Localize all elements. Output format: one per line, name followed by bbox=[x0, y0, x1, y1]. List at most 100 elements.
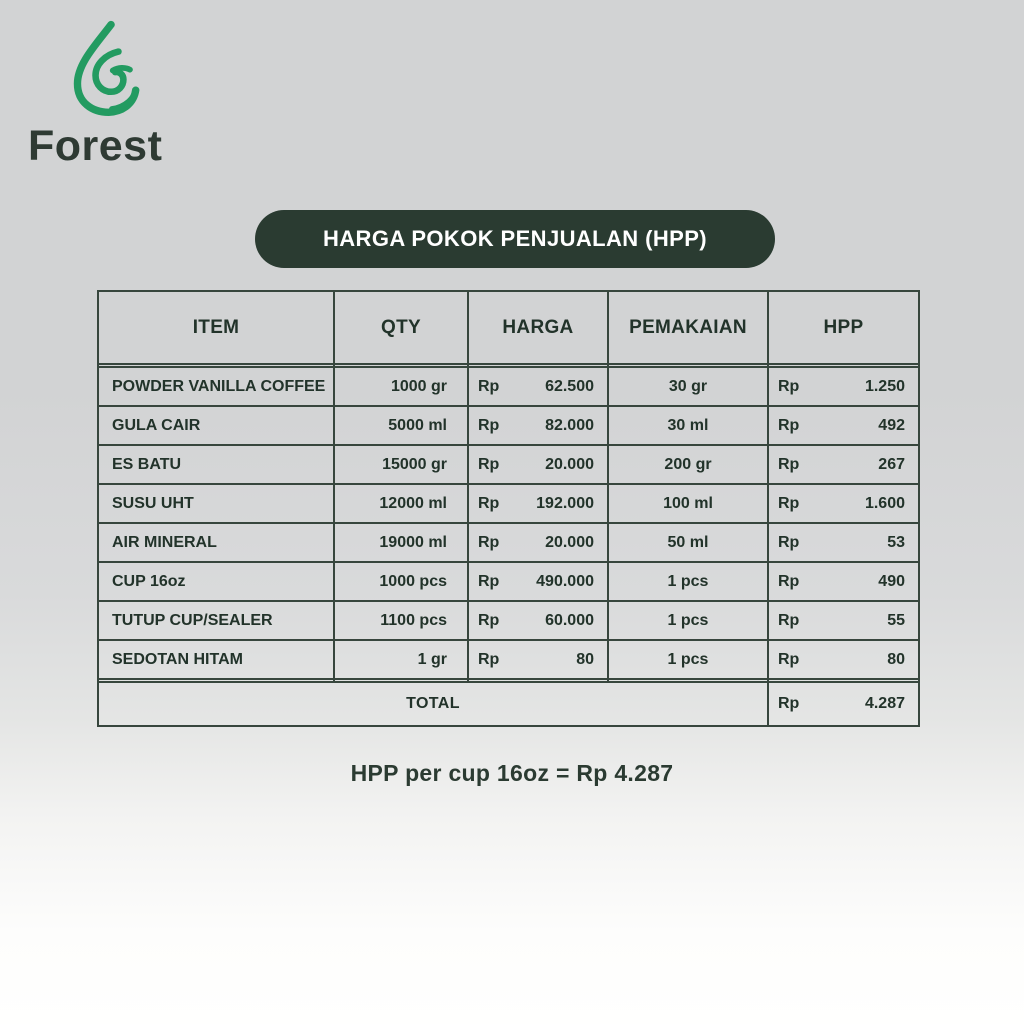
currency-label: Rp bbox=[778, 611, 800, 629]
total-row: TOTAL Rp 4.287 bbox=[97, 681, 920, 727]
item-cell: CUP 16oz bbox=[97, 561, 335, 602]
brand-name: Forest bbox=[28, 122, 163, 170]
row-gap bbox=[333, 364, 469, 367]
hpp-per-cup-note: HPP per cup 16oz = Rp 4.287 bbox=[350, 760, 674, 786]
qty-cell: 1 gr bbox=[333, 639, 469, 680]
col-header-item: ITEM bbox=[97, 290, 335, 365]
hpp-table: ITEM QTY HARGA PEMAKAIAN HPP POWDER VANI… bbox=[97, 290, 920, 727]
hpp-cell: Rp 1.250 bbox=[767, 366, 920, 407]
harga-cell: Rp 490.000 bbox=[467, 561, 609, 602]
title-banner: HARGA POKOK PENJUALAN (HPP) bbox=[255, 210, 775, 268]
pemakaian-cell: 30 gr bbox=[607, 366, 769, 407]
row-gap bbox=[97, 364, 335, 367]
harga-cell: Rp 80 bbox=[467, 639, 609, 680]
currency-label: Rp bbox=[778, 650, 800, 668]
harga-value: 62.500 bbox=[545, 377, 594, 395]
item-cell: SUSU UHT bbox=[97, 483, 335, 524]
table-row: CUP 16oz 1000 pcs Rp 490.000 1 pcs Rp 490 bbox=[97, 561, 920, 602]
pemakaian-cell: 1 pcs bbox=[607, 561, 769, 602]
hpp-value: 492 bbox=[878, 416, 905, 434]
harga-cell: Rp 60.000 bbox=[467, 600, 609, 641]
harga-cell: Rp 20.000 bbox=[467, 444, 609, 485]
table-row: POWDER VANILLA COFFEE 1000 gr Rp 62.500 3… bbox=[97, 366, 920, 407]
item-cell: ES BATU bbox=[97, 444, 335, 485]
currency-label: Rp bbox=[478, 650, 500, 668]
harga-cell: Rp 20.000 bbox=[467, 522, 609, 563]
row-gap bbox=[767, 679, 920, 682]
hpp-value: 53 bbox=[887, 533, 905, 551]
hpp-cell: Rp 80 bbox=[767, 639, 920, 680]
currency-label: Rp bbox=[478, 494, 500, 512]
pemakaian-cell: 50 ml bbox=[607, 522, 769, 563]
table-row: AIR MINERAL 19000 ml Rp 20.000 50 ml Rp 53 bbox=[97, 522, 920, 563]
table-row: SUSU UHT 12000 ml Rp 192.000 100 ml Rp 1.6… bbox=[97, 483, 920, 524]
page-title: HARGA POKOK PENJUALAN (HPP) bbox=[322, 226, 707, 251]
table-row: SEDOTAN HITAM 1 gr Rp 80 1 pcs Rp 80 bbox=[97, 639, 920, 680]
item-cell: POWDER VANILLA COFFEE bbox=[97, 366, 335, 407]
total-label: TOTAL bbox=[97, 681, 769, 727]
hpp-value: 80 bbox=[887, 650, 905, 668]
harga-value: 60.000 bbox=[545, 611, 594, 629]
hpp-value: 267 bbox=[878, 455, 905, 473]
hpp-cell: Rp 492 bbox=[767, 405, 920, 446]
currency-label: Rp bbox=[478, 416, 500, 434]
total-hpp-cell: Rp 4.287 bbox=[767, 681, 920, 727]
row-gap bbox=[607, 679, 769, 682]
hpp-cell: Rp 53 bbox=[767, 522, 920, 563]
table-row: TUTUP CUP/SEALER 1100 pcs Rp 60.000 1 pcs… bbox=[97, 600, 920, 641]
currency-label: Rp bbox=[478, 455, 500, 473]
qty-cell: 19000 ml bbox=[333, 522, 469, 563]
col-header-hpp: HPP bbox=[767, 290, 920, 365]
hpp-value: 55 bbox=[887, 611, 905, 629]
currency-label: Rp bbox=[478, 377, 500, 395]
hpp-value: 490 bbox=[878, 572, 905, 590]
total-value: 4.287 bbox=[864, 695, 905, 712]
item-cell: TUTUP CUP/SEALER bbox=[97, 600, 335, 641]
pemakaian-cell: 100 ml bbox=[607, 483, 769, 524]
hpp-cell: Rp 267 bbox=[767, 444, 920, 485]
qty-cell: 5000 ml bbox=[333, 405, 469, 446]
hpp-cell: Rp 490 bbox=[767, 561, 920, 602]
row-gap bbox=[333, 679, 469, 682]
harga-cell: Rp 192.000 bbox=[467, 483, 609, 524]
harga-value: 80 bbox=[576, 650, 594, 668]
currency-label: Rp bbox=[778, 695, 800, 712]
harga-value: 20.000 bbox=[545, 455, 594, 473]
col-header-pemakaian: PEMAKAIAN bbox=[607, 290, 769, 365]
qty-cell: 15000 gr bbox=[333, 444, 469, 485]
harga-value: 490.000 bbox=[536, 572, 594, 590]
col-header-qty: QTY bbox=[333, 290, 469, 365]
row-gap bbox=[467, 364, 609, 367]
currency-label: Rp bbox=[778, 494, 800, 512]
harga-value: 192.000 bbox=[536, 494, 594, 512]
harga-cell: Rp 82.000 bbox=[467, 405, 609, 446]
row-gap bbox=[767, 364, 920, 367]
item-cell: GULA CAIR bbox=[97, 405, 335, 446]
currency-label: Rp bbox=[778, 572, 800, 590]
fern-leaf-logo-icon bbox=[73, 20, 140, 116]
row-gap bbox=[467, 679, 609, 682]
pemakaian-cell: 200 gr bbox=[607, 444, 769, 485]
item-cell: SEDOTAN HITAM bbox=[97, 639, 335, 680]
harga-cell: Rp 62.500 bbox=[467, 366, 609, 407]
qty-cell: 1000 pcs bbox=[333, 561, 469, 602]
table-row: ES BATU 15000 gr Rp 20.000 200 gr Rp 267 bbox=[97, 444, 920, 485]
currency-label: Rp bbox=[778, 377, 800, 395]
currency-label: Rp bbox=[778, 416, 800, 434]
brand-logo: Forest bbox=[28, 16, 238, 171]
currency-label: Rp bbox=[478, 611, 500, 629]
currency-label: Rp bbox=[478, 572, 500, 590]
harga-value: 20.000 bbox=[545, 533, 594, 551]
harga-value: 82.000 bbox=[545, 416, 594, 434]
table-row: GULA CAIR 5000 ml Rp 82.000 30 ml Rp 492 bbox=[97, 405, 920, 446]
qty-cell: 1000 gr bbox=[333, 366, 469, 407]
qty-cell: 1100 pcs bbox=[333, 600, 469, 641]
currency-label: Rp bbox=[778, 533, 800, 551]
total-gap-row bbox=[97, 679, 920, 682]
hpp-cell: Rp 55 bbox=[767, 600, 920, 641]
hpp-value: 1.250 bbox=[864, 377, 905, 395]
row-gap bbox=[97, 679, 335, 682]
pemakaian-cell: 1 pcs bbox=[607, 639, 769, 680]
row-gap bbox=[607, 364, 769, 367]
qty-cell: 12000 ml bbox=[333, 483, 469, 524]
